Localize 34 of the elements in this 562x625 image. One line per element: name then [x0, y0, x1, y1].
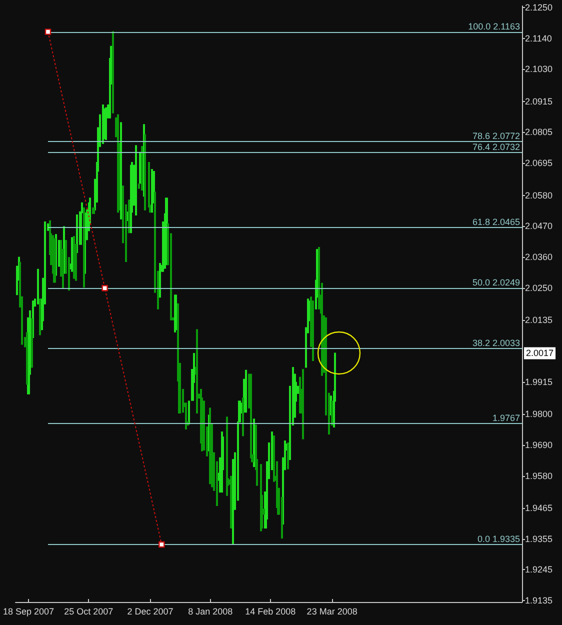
- y-tick-label: 2.0695: [525, 158, 553, 168]
- y-tick-label: 2.1030: [525, 64, 553, 74]
- y-tick-label: 1.9135: [525, 596, 553, 606]
- y-tick-label: 2.0470: [525, 221, 553, 232]
- y-tick-label: 2.0580: [525, 190, 553, 200]
- ref-line-label: 100.0 2.1163: [468, 21, 520, 32]
- y-tick-label: 1.9355: [525, 534, 553, 544]
- y-tick-label: 1.9690: [525, 440, 553, 450]
- y-tick-label: 2.1250: [525, 2, 553, 12]
- y-tick-label: 2.1140: [525, 33, 552, 44]
- ref-line-label: 38.2 2.0033: [472, 338, 520, 348]
- x-tick-label: 18 Sep 2007: [3, 606, 54, 616]
- ref-line-label: 78.6 2.0772: [472, 130, 520, 141]
- ref-line-label: 50.0 2.0249: [472, 278, 520, 288]
- y-tick-label: 1.9915: [525, 376, 553, 387]
- y-tick-label: 1.9465: [525, 503, 553, 514]
- y-tick-label: 2.0360: [525, 252, 553, 262]
- ref-line-label: 1.9767: [492, 412, 520, 423]
- x-tick-label: 23 Mar 2008: [306, 606, 358, 616]
- ref-line-label: 0.0 1.9335: [477, 534, 520, 544]
- y-tick-label: 2.0135: [525, 315, 553, 326]
- ref-line-label: 76.4 2.0732: [472, 142, 520, 152]
- x-tick-label: 25 Oct 2007: [64, 606, 114, 616]
- y-tick-label: 2.0805: [525, 127, 553, 138]
- x-tick-label: 14 Feb 2008: [245, 606, 296, 616]
- ref-line-label: 61.8 2.0465: [472, 217, 520, 228]
- x-tick-label: 8 Jan 2008: [188, 606, 233, 616]
- y-tick-label: 1.9800: [525, 409, 553, 420]
- y-tick-label: 2.0250: [525, 282, 553, 293]
- y-tick-label: 2.0915: [525, 96, 553, 106]
- annotation: 2.0017: [526, 348, 554, 358]
- y-tick-label: 1.9245: [525, 564, 553, 575]
- x-tick-label: 2 Dec 2007: [127, 606, 174, 616]
- y-tick-label: 1.9580: [525, 470, 553, 481]
